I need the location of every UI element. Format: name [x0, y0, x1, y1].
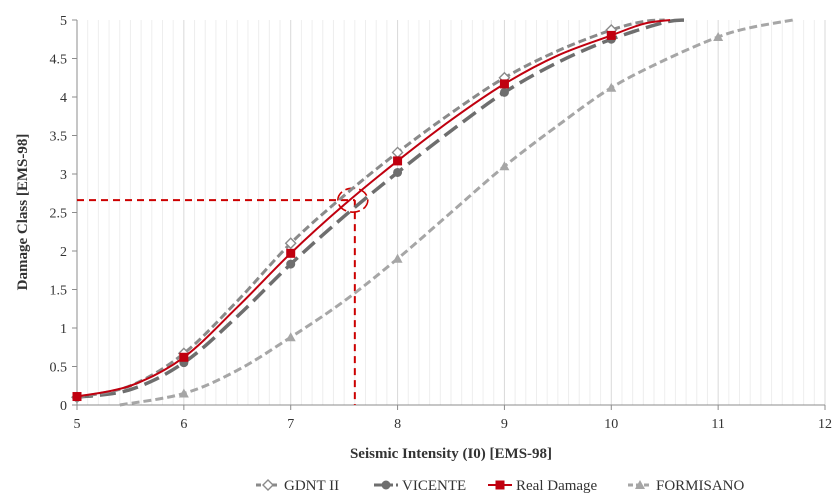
reference-annotation [77, 187, 369, 405]
y-tick-label: 1 [60, 322, 67, 337]
y-tick-label: 4 [60, 91, 67, 106]
x-tick-label: 11 [711, 417, 724, 432]
y-tick-label: 4.5 [50, 53, 68, 68]
data-point-real-damage [286, 248, 296, 258]
legend-swatch-marker [635, 480, 645, 489]
x-tick-label: 12 [818, 417, 832, 432]
data-point-real-damage [72, 392, 82, 402]
series-line-real-damage [76, 19, 671, 398]
data-point-vicente [499, 87, 509, 97]
legend-label: VICENTE [402, 478, 466, 494]
data-point-vicente [393, 167, 403, 177]
data-point-formisano [713, 31, 724, 41]
series-line-formisano [119, 18, 794, 407]
legend-item-vicente: VICENTE [374, 478, 466, 494]
data-point-gdnt-ii [284, 237, 297, 250]
series-vicente [72, 18, 687, 402]
tick-labels: 0 0.5 1 1.5 2 2.5 3 3.5 4 4.5 5 5 6 7 8 9 10 11 12 [50, 14, 833, 432]
data-point-real-damage [499, 79, 509, 89]
y-tick-label: 5 [60, 14, 67, 29]
data-point-formisano [392, 253, 403, 263]
legend-item-formisano: FORMISANO [628, 478, 745, 494]
legend-swatch-marker [262, 479, 274, 491]
y-tick-label: 0 [60, 399, 67, 414]
x-axis-title: Seismic Intensity (I0) [EMS-98] [350, 446, 552, 462]
legend-label: FORMISANO [656, 478, 745, 494]
x-tick-label: 9 [501, 417, 508, 432]
data-point-formisano [499, 161, 510, 171]
y-tick-label: 3.5 [50, 130, 68, 145]
y-tick-label: 1.5 [50, 284, 68, 299]
x-tick-label: 5 [74, 417, 81, 432]
x-tick-label: 10 [604, 417, 618, 432]
x-tick-label: 6 [180, 417, 187, 432]
series-gdnt-ii [71, 18, 665, 404]
data-point-real-damage [606, 30, 616, 40]
y-tick-label: 3 [60, 168, 67, 183]
data-point-formisano [285, 332, 296, 342]
legend-label: Real Damage [516, 478, 598, 494]
axes [72, 19, 826, 410]
legend-swatch-marker [495, 480, 505, 490]
legend-item-gdnt-ii: GDNT II [256, 478, 339, 494]
data-point-vicente [286, 259, 296, 269]
series-line-gdnt-ii [76, 18, 665, 399]
data-point-formisano [606, 82, 617, 92]
y-axis-title: Damage Class [EMS-98] [15, 134, 31, 291]
y-tick-label: 2 [60, 245, 67, 260]
data-point-real-damage [393, 156, 403, 166]
legend: GDNT II VICENTE Real Damage FORMISANO [256, 478, 745, 494]
grid-layer [76, 20, 826, 405]
data-point-gdnt-ii [391, 146, 404, 159]
x-tick-label: 7 [287, 417, 294, 432]
data-point-formisano [178, 388, 189, 398]
series-real-damage [72, 19, 671, 402]
data-point-real-damage [179, 352, 189, 362]
legend-item-real-damage: Real Damage [488, 478, 598, 494]
x-tick-label: 8 [394, 417, 401, 432]
legend-swatch-marker [381, 480, 391, 490]
series-layer [71, 18, 794, 407]
series-line-vicente [76, 18, 687, 400]
series-formisano [119, 18, 794, 407]
legend-label: GDNT II [284, 478, 339, 494]
y-tick-label: 0.5 [50, 361, 68, 376]
y-tick-label: 2.5 [50, 207, 68, 222]
